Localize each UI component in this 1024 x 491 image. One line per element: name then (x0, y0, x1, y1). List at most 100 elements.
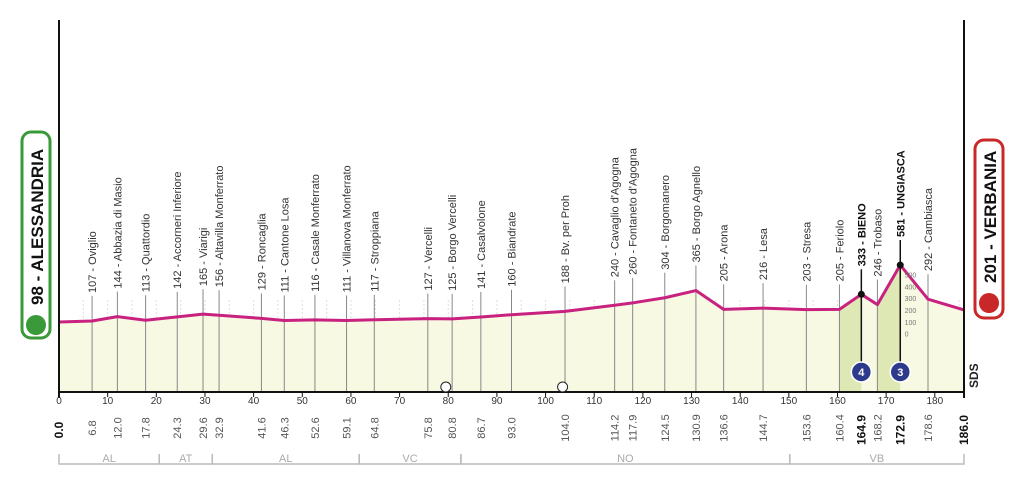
x-tick-label: 170 (878, 396, 895, 407)
x-tick-label: 60 (345, 396, 357, 407)
km-label: 0.0 (52, 421, 66, 438)
km-label: 75.8 (423, 417, 435, 438)
waypoint-label: 292 - Cambiasca (923, 187, 935, 271)
waypoint-label: 111 - Cantone Losa (279, 197, 291, 293)
km-label: 160.4 (834, 414, 846, 442)
km-label: 32.9 (214, 417, 226, 438)
km-label: 136.6 (719, 414, 731, 442)
km-label: 17.8 (141, 417, 153, 438)
km-label: 52.6 (310, 417, 322, 438)
mini-scale-label: 500 (905, 273, 917, 280)
km-label: 144.7 (758, 414, 770, 442)
gpm-category: 4 (858, 367, 865, 379)
waypoint-label: 142 - Accorneri Inferiore (172, 171, 184, 288)
summit-marker (857, 290, 865, 298)
finish-label: 201 - VERBANIA (981, 151, 1000, 283)
waypoint-label: 246 - Trobaso (872, 209, 884, 277)
mountain-gpm-icon (850, 361, 873, 383)
x-tick-label: 70 (394, 396, 406, 407)
x-tick-label: 180 (926, 396, 943, 407)
x-tick-label: 90 (491, 396, 503, 407)
x-tick-label: 80 (443, 396, 455, 407)
km-label: 130.9 (691, 414, 703, 442)
waypoint-label: 160 - Biandrate (507, 212, 519, 287)
x-tick-label: 120 (635, 396, 652, 407)
region-label: AL (279, 453, 292, 465)
waypoint-label: 260 - Fontaneto d'Agogna (628, 147, 640, 275)
km-label: 117.9 (628, 415, 640, 442)
km-label: 59.1 (342, 417, 354, 438)
waypoint-label: 117 - Stroppiana (369, 210, 381, 291)
km-label: 124.5 (660, 414, 672, 442)
mini-scale-label: 200 (905, 308, 917, 315)
region-label: VC (402, 453, 417, 465)
x-tick-label: 140 (732, 396, 749, 407)
mini-scale-label: 300 (905, 296, 917, 303)
x-tick-label: 150 (780, 396, 797, 407)
waypoint-label: 165 - Viarigi (198, 228, 210, 287)
km-label: 41.6 (256, 417, 268, 438)
cyclist-icon (26, 315, 46, 335)
km-label: 46.3 (279, 417, 291, 438)
summit-marker (896, 261, 904, 269)
x-tick-label: 100 (537, 396, 554, 407)
x-tick-label: 50 (297, 396, 309, 407)
x-tick-label: 40 (248, 396, 260, 407)
waypoint-label: 144 - Abbazia di Masio (112, 177, 124, 288)
gpm-category: 3 (897, 367, 903, 379)
x-tick-label: 20 (151, 396, 163, 407)
km-label: 172.9 (893, 415, 907, 445)
waypoint-label: 333 - BIENO (856, 203, 868, 266)
waypoint-label: 205 - Feriolo (834, 220, 846, 282)
mini-scale-label: 400 (905, 284, 917, 291)
waypoint-label: 240 - Cavaglio d'Agogna (610, 156, 622, 277)
region-label: NO (617, 453, 634, 465)
profile-line (58, 263, 965, 324)
waypoint-label: 125 - Borgo Vercelli (447, 195, 459, 291)
waypoint-label: 216 - Lesa (758, 227, 770, 280)
region-bracket (789, 454, 965, 465)
km-label: 80.8 (447, 417, 459, 438)
waypoint-label: 141 - Casalvolone (476, 200, 488, 289)
waypoint-label: 129 - Roncaglia (256, 212, 268, 290)
x-tick-label: 110 (586, 396, 602, 407)
km-label: 6.8 (87, 420, 99, 435)
km-label: 12.0 (112, 417, 124, 438)
x-tick-label: 30 (199, 396, 211, 407)
finish-banner: 201 - VERBANIA (973, 138, 1005, 320)
intermediate-sprint-icon (557, 381, 569, 393)
waypoint-label: 205 - Arona (719, 224, 731, 282)
km-label: 186.0 (957, 415, 971, 445)
km-label: 168.2 (872, 414, 884, 442)
mini-scale-label: 0 (905, 332, 909, 339)
x-tick-label: 10 (102, 396, 114, 407)
km-label: 29.6 (198, 417, 210, 438)
waypoint-label: 111 - Villanova Monferrato (342, 165, 354, 292)
start-label: 98 - ALESSANDRIA (28, 149, 47, 305)
km-label: 93.0 (507, 417, 519, 438)
km-label: 86.7 (476, 417, 488, 438)
km-label: 114.2 (610, 415, 622, 442)
region-label: AT (179, 453, 193, 465)
km-label: 24.3 (172, 417, 184, 438)
cyclist-icon (979, 293, 999, 313)
km-label: 164.9 (854, 415, 868, 445)
km-label: 178.6 (923, 414, 935, 442)
x-tick-label: 0 (56, 396, 62, 407)
waypoint-label: 581 - UNGIASCA (895, 150, 907, 237)
waypoint-label: 188 - Bv. per Proh (560, 195, 572, 283)
x-tick-label: 130 (683, 396, 700, 407)
x-tick-label: 160 (829, 396, 846, 407)
km-label: 104.0 (560, 414, 572, 442)
km-label: 64.8 (369, 417, 381, 438)
waypoint-label: 304 - Borgomanero (660, 175, 672, 270)
waypoint-label: 127 - Vercelli (423, 227, 435, 291)
waypoint-label: 116 - Casale Monferrato (310, 174, 322, 292)
waypoint-label: 107 - Oviglio (87, 231, 99, 293)
region-label: AL (102, 453, 115, 465)
intermediate-sprint-icon (440, 381, 452, 393)
mountain-gpm-icon (889, 361, 912, 383)
sds-label: SDS (967, 363, 981, 388)
waypoint-label: 365 - Borgo Agnello (691, 166, 703, 263)
